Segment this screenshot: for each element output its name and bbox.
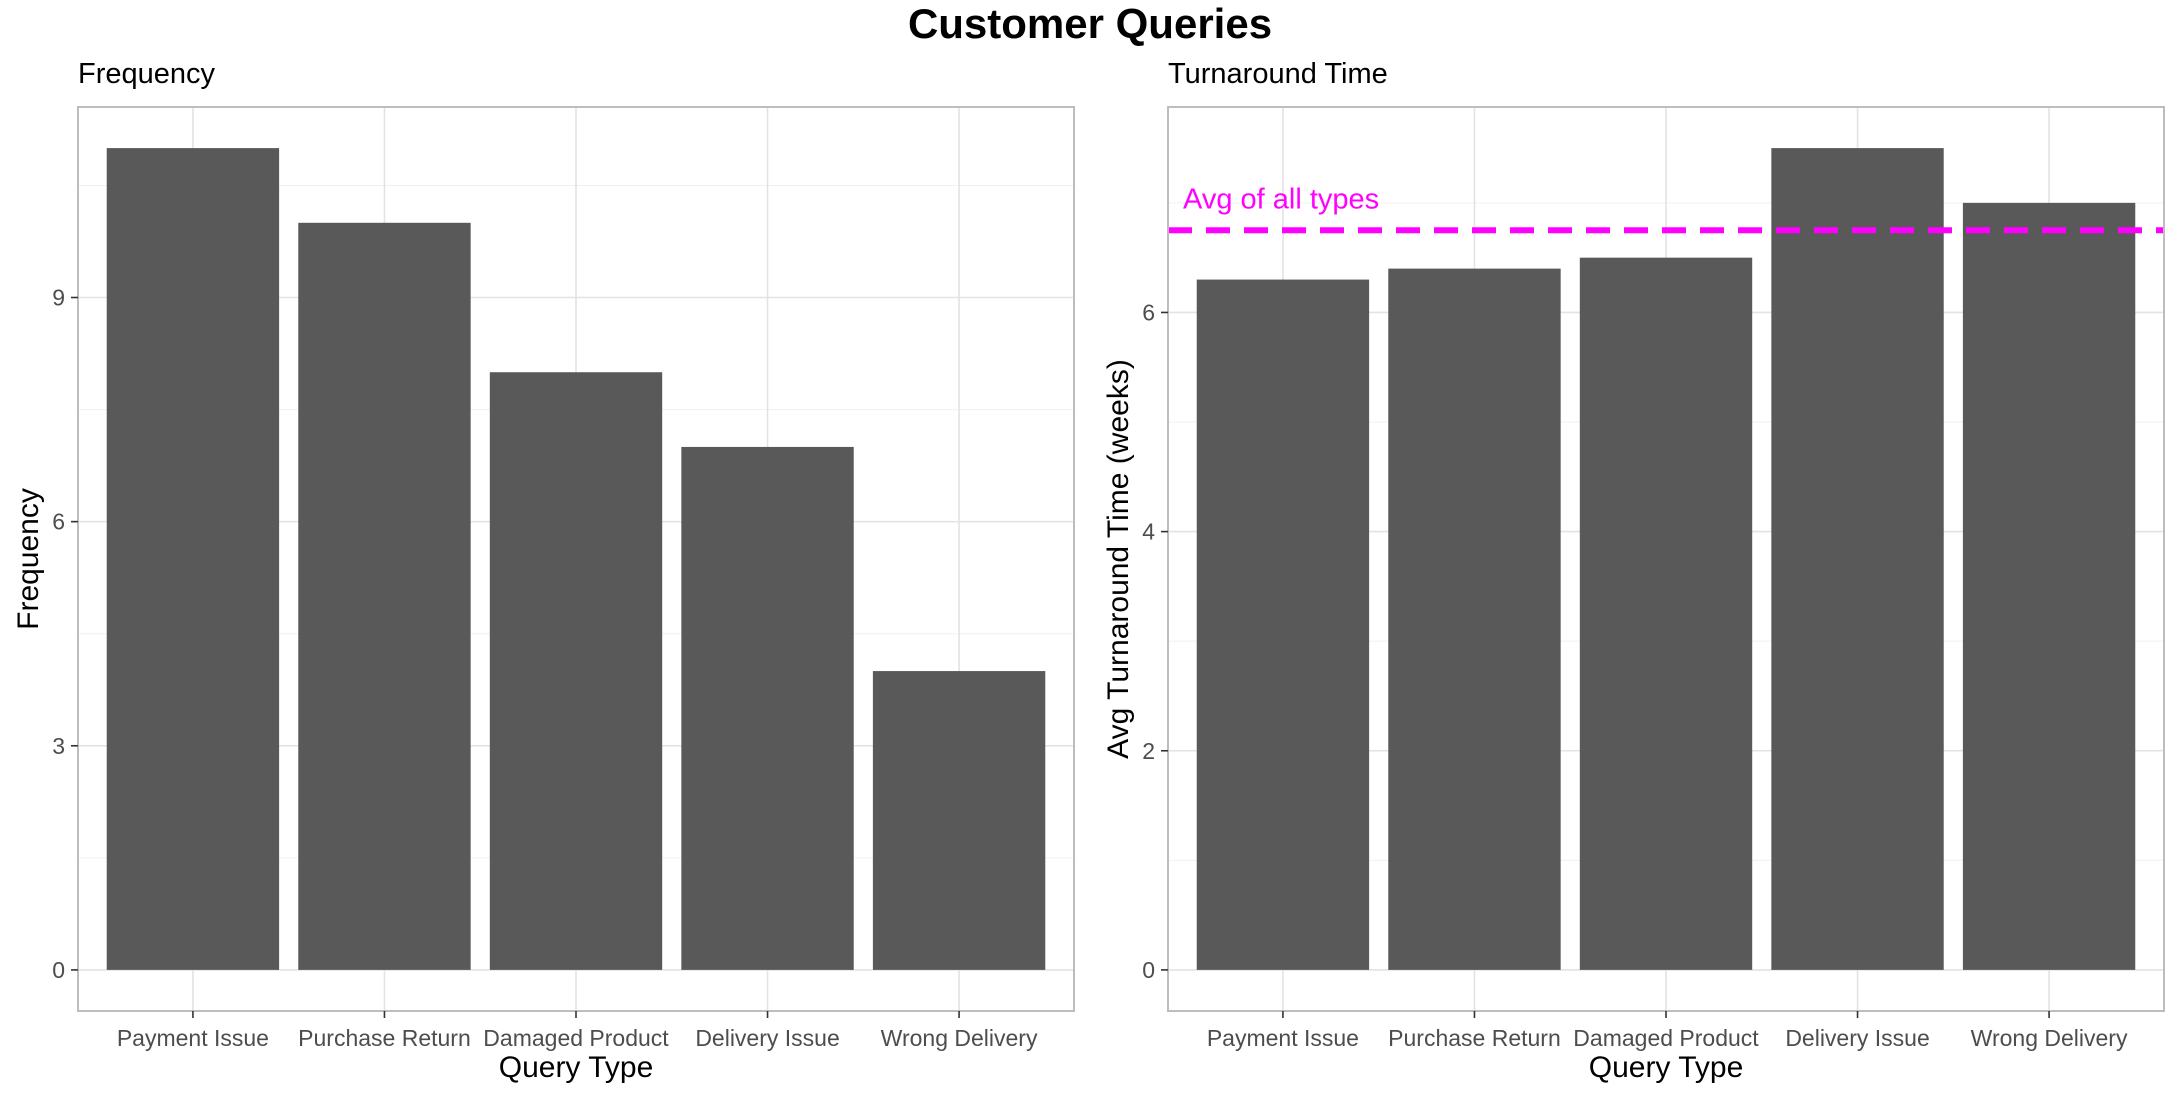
bar-wrong-delivery <box>1962 202 2136 970</box>
chart-panels: 0 3 6 9 Payment Issue Purchase Return Damaged … <box>12 58 2165 1084</box>
y-tick-label: 4 <box>1142 519 1155 545</box>
x-tick-label: Damaged Product <box>1573 1025 1759 1051</box>
x-tick-label: Purchase Return <box>1388 1025 1561 1051</box>
bar-wrong-delivery <box>872 671 1046 970</box>
x-tick-label: Payment Issue <box>117 1025 269 1051</box>
y-tick-label: 9 <box>52 285 65 311</box>
x-tick-label: Purchase Return <box>298 1025 471 1051</box>
bar-damaged-product <box>489 372 663 970</box>
y-tick-label: 6 <box>52 509 65 535</box>
x-tick-label: Damaged Product <box>483 1025 669 1051</box>
x-axis-label: Query Type <box>1589 1051 1744 1084</box>
y-axis-label: Avg Turnaround Time (weeks) <box>1102 359 1135 759</box>
bar-purchase-return <box>298 222 471 970</box>
bar-payment-issue <box>1196 279 1370 970</box>
bar-damaged-product <box>1579 257 1753 970</box>
y-tick-label: 3 <box>52 733 65 759</box>
x-tick-label: Wrong Delivery <box>1971 1025 2128 1051</box>
y-tick-label: 6 <box>1142 299 1155 325</box>
x-axis-label: Query Type <box>499 1051 654 1084</box>
figure-title: Customer Queries <box>908 0 1272 47</box>
bar-payment-issue <box>106 148 280 970</box>
y-tick-label: 2 <box>1142 738 1155 764</box>
bar-delivery-issue <box>1771 148 1944 970</box>
y-tick-label: 0 <box>1142 957 1155 983</box>
reference-line-label: Avg of all types <box>1183 183 1379 215</box>
x-tick-label: Delivery Issue <box>1785 1025 1929 1051</box>
chart-panel-2: Avg of all types 0 2 4 6 Payment Issue Purchas… <box>1102 58 2165 1084</box>
y-tick-label: 0 <box>52 957 65 983</box>
panel-subtitle: Turnaround Time <box>1168 58 1388 90</box>
bar-delivery-issue <box>681 446 854 970</box>
chart-panel-1: 0 3 6 9 Payment Issue Purchase Return Damaged … <box>12 58 1075 1084</box>
bar-purchase-return <box>1388 268 1561 970</box>
panel-subtitle: Frequency <box>78 58 216 90</box>
x-tick-label: Wrong Delivery <box>881 1025 1038 1051</box>
x-tick-label: Delivery Issue <box>695 1025 839 1051</box>
x-tick-label: Payment Issue <box>1207 1025 1359 1051</box>
y-axis-label: Frequency <box>12 488 45 630</box>
